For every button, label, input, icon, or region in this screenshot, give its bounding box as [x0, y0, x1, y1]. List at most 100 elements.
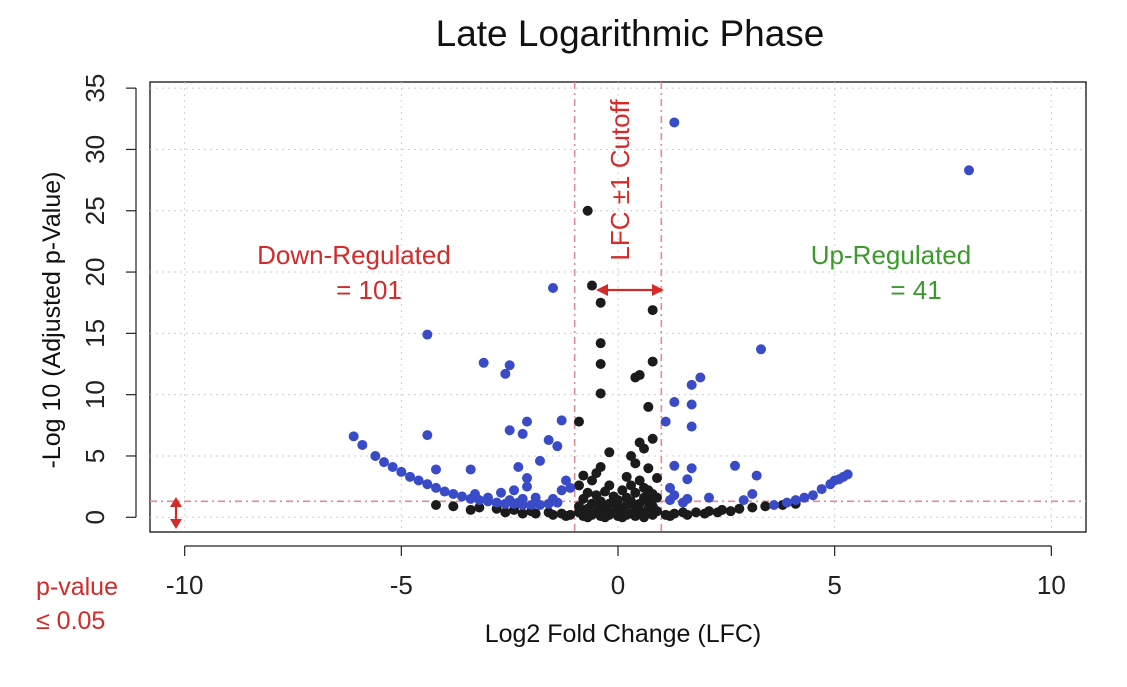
data-point: [730, 460, 740, 471]
data-point: [556, 485, 567, 496]
data-point: [513, 462, 524, 473]
data-point: [526, 500, 537, 511]
y-tick-label: 20: [80, 258, 110, 287]
down-regulated-count: = 101: [336, 275, 402, 305]
data-point: [595, 338, 606, 349]
data-point: [370, 450, 381, 461]
data-point: [617, 485, 628, 496]
data-point: [630, 511, 641, 522]
chart-title: Late Logarithmic Phase: [436, 13, 825, 54]
data-point: [509, 498, 519, 509]
data-point: [552, 441, 563, 452]
data-point: [543, 435, 554, 446]
data-point: [600, 512, 610, 523]
y-axis-label: -Log 10 (Adjusted p-Value): [38, 172, 66, 469]
data-point: [348, 431, 359, 442]
down-regulated-label: Down-Regulated: [257, 240, 451, 270]
data-point: [465, 464, 476, 475]
data-point: [565, 482, 576, 493]
x-axis: -10 -5 0 5 10: [166, 545, 1066, 600]
data-point: [587, 475, 597, 486]
data-point: [747, 488, 758, 499]
x-axis-label: Log2 Fold Change (LFC): [485, 620, 762, 648]
data-point: [769, 500, 779, 511]
data-point: [643, 401, 654, 412]
data-point: [517, 508, 528, 519]
data-point: [626, 480, 636, 491]
lfc-double-arrow: [596, 284, 664, 296]
plot-area: [149, 81, 1087, 533]
data-point: [652, 473, 662, 484]
data-point: [357, 439, 368, 450]
up-regulated-count: = 41: [890, 275, 941, 305]
y-axis: 0 5 10 15 20 25 30 35: [80, 74, 137, 525]
data-point: [725, 506, 736, 517]
data-point: [699, 508, 710, 519]
data-point: [491, 497, 502, 508]
data-point: [522, 481, 532, 492]
data-point: [643, 463, 654, 474]
pvalue-label-line1: p-value: [36, 573, 118, 601]
data-point: [431, 482, 441, 493]
data-point: [686, 421, 697, 432]
data-point: [682, 474, 693, 485]
data-point: [413, 475, 424, 486]
data-point: [712, 507, 723, 518]
data-point: [574, 416, 584, 427]
data-point: [639, 512, 649, 523]
data-point: [582, 512, 593, 523]
pvalue-double-arrow: [170, 497, 182, 529]
data-point: [578, 470, 589, 481]
data-point: [760, 501, 771, 512]
data-point: [535, 455, 545, 466]
data-point: [595, 297, 606, 308]
data-point: [474, 495, 485, 506]
data-point: [669, 397, 680, 408]
data-point: [647, 433, 658, 444]
pvalue-label-line2: ≤ 0.05: [36, 607, 105, 635]
data-point: [747, 502, 758, 513]
cutoff-lines: [150, 82, 1086, 532]
data-point: [665, 511, 675, 522]
data-point: [630, 487, 641, 498]
data-point: [734, 503, 745, 514]
data-point: [634, 475, 645, 486]
data-point: [405, 471, 415, 482]
data-point: [816, 484, 827, 495]
data-point: [483, 496, 493, 507]
data-point: [630, 372, 641, 383]
data-point: [682, 509, 693, 520]
x-tick-label: 5: [827, 570, 841, 600]
data-point: [535, 500, 545, 511]
data-point: [647, 356, 658, 367]
y-tick-label: 10: [80, 380, 110, 409]
x-tick-label: 0: [611, 570, 625, 600]
data-point: [600, 486, 610, 497]
data-point: [578, 493, 589, 504]
data-point: [422, 479, 433, 490]
data-point: [517, 428, 528, 439]
data-point: [548, 282, 558, 293]
data-point: [686, 463, 697, 474]
data-point: [652, 492, 662, 503]
data-point: [829, 475, 840, 486]
data-point: [457, 491, 467, 502]
data-point: [595, 359, 606, 370]
x-tick-label: -10: [166, 570, 204, 600]
data-point: [504, 360, 515, 371]
x-tick-label: 10: [1037, 570, 1066, 600]
data-point: [665, 482, 675, 493]
data-point: [838, 471, 849, 482]
data-point: [561, 511, 571, 522]
data-point: [782, 497, 792, 508]
data-point: [790, 495, 801, 506]
data-point: [543, 498, 554, 509]
data-point: [448, 488, 459, 499]
data-point: [522, 473, 532, 484]
data-point: [422, 430, 433, 441]
data-point: [639, 443, 649, 454]
data-point: [686, 399, 697, 410]
data-point: [808, 490, 818, 501]
data-point: [431, 500, 441, 511]
data-point: [522, 416, 532, 427]
